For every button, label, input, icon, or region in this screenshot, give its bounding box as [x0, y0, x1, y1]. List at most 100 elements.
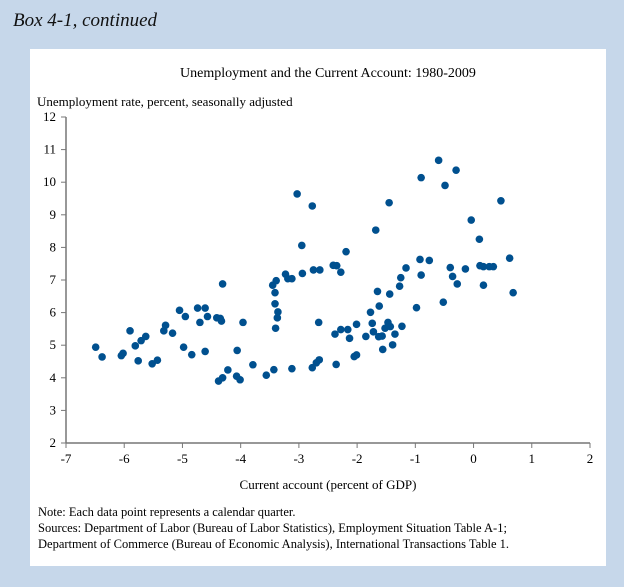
data-point	[453, 280, 462, 288]
data-point	[316, 266, 324, 274]
data-point	[271, 324, 280, 333]
data-point	[331, 330, 339, 338]
x-tick-label: -7	[61, 451, 72, 466]
data-point	[224, 366, 232, 374]
data-point	[91, 343, 100, 351]
data-point	[396, 273, 405, 282]
chart-sources-line-2: Department of Commerce (Bureau of Econom…	[38, 537, 509, 551]
data-point	[402, 264, 410, 272]
data-point	[446, 263, 455, 272]
y-tick-label: 10	[43, 174, 56, 189]
data-point	[274, 308, 282, 316]
data-point	[368, 319, 377, 328]
data-point	[475, 235, 484, 244]
data-point	[467, 216, 476, 224]
y-tick-label: 8	[50, 239, 57, 254]
data-point	[309, 266, 318, 274]
y-axis-label: Unemployment rate, percent, seasonally a…	[37, 94, 293, 109]
data-point	[412, 303, 421, 312]
data-point	[385, 290, 394, 298]
data-point	[332, 261, 341, 270]
data-point	[366, 308, 375, 317]
data-point	[378, 332, 386, 340]
x-tick-label: -1	[410, 451, 421, 466]
data-point	[505, 254, 514, 262]
chart-title: Unemployment and the Current Account: 19…	[180, 66, 476, 81]
y-tick-label: 12	[43, 109, 56, 124]
data-point	[416, 255, 424, 264]
data-point	[345, 334, 354, 343]
data-point	[509, 288, 517, 297]
data-point	[441, 181, 449, 190]
data-point	[448, 272, 457, 281]
data-point	[337, 268, 345, 276]
data-point	[362, 332, 370, 341]
data-point	[119, 349, 127, 358]
data-point	[461, 265, 470, 273]
data-point	[218, 280, 227, 288]
x-tick-label: 2	[587, 451, 594, 466]
x-tick-label: -3	[293, 451, 304, 466]
data-point	[131, 342, 140, 350]
data-point	[201, 304, 209, 312]
data-point	[388, 341, 397, 349]
data-point	[271, 299, 279, 308]
data-point	[373, 287, 382, 296]
data-point	[395, 282, 404, 290]
y-tick-label: 11	[43, 142, 56, 157]
data-point	[308, 202, 317, 210]
data-point	[153, 356, 162, 364]
data-point	[126, 327, 134, 335]
data-point	[391, 330, 399, 338]
data-point	[203, 312, 212, 321]
data-point	[497, 196, 505, 205]
data-point	[217, 317, 226, 325]
data-point	[293, 190, 301, 198]
y-tick-label: 9	[50, 207, 57, 222]
data-point	[439, 298, 448, 306]
data-point	[298, 269, 307, 278]
data-point	[314, 318, 323, 327]
data-point	[452, 166, 460, 174]
data-point	[425, 256, 434, 265]
data-point	[98, 353, 106, 361]
data-point	[179, 343, 188, 351]
x-tick-label: -4	[235, 451, 246, 466]
data-point	[417, 173, 425, 182]
data-point	[369, 328, 378, 336]
chart-sources-line-1: Sources: Department of Labor (Bureau of …	[38, 521, 507, 535]
data-point	[385, 198, 393, 207]
data-point	[239, 318, 247, 327]
data-point	[378, 345, 387, 354]
data-point	[175, 306, 184, 315]
data-point	[381, 324, 389, 333]
data-point	[337, 325, 345, 334]
data-point	[218, 374, 227, 382]
data-point	[352, 351, 361, 359]
data-point	[193, 304, 202, 312]
chart-note: Note: Each data point represents a calen…	[38, 505, 296, 519]
data-point	[479, 262, 488, 271]
x-tick-label: -2	[352, 451, 363, 466]
data-point	[375, 302, 384, 310]
data-point	[236, 375, 244, 384]
data-point	[434, 156, 443, 165]
y-tick-label: 5	[50, 337, 57, 352]
data-point	[343, 325, 352, 334]
data-point	[417, 271, 425, 279]
y-tick-label: 2	[50, 435, 57, 450]
box-title: Box 4-1, continued	[13, 10, 158, 31]
x-axis-label: Current account (percent of GDP)	[240, 477, 417, 492]
data-point	[161, 321, 170, 330]
x-tick-label: -6	[119, 451, 130, 466]
data-point	[268, 281, 277, 290]
data-point	[262, 371, 271, 379]
x-tick-label: 1	[529, 451, 536, 466]
data-point	[288, 364, 296, 373]
data-point	[233, 346, 241, 355]
x-tick-label: 0	[470, 451, 477, 466]
data-point	[249, 360, 257, 369]
y-tick-label: 4	[50, 370, 57, 385]
data-point	[187, 350, 196, 359]
